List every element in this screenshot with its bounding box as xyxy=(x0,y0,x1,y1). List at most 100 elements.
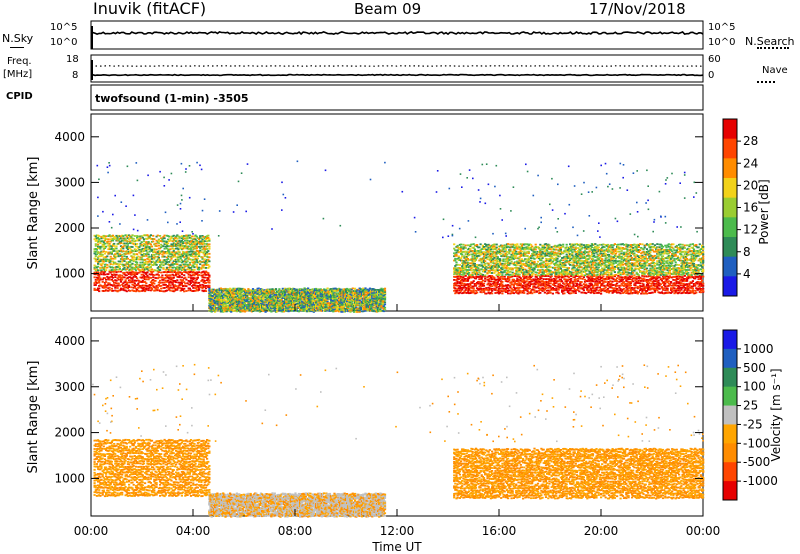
echo-cell xyxy=(137,279,140,282)
echo-cell xyxy=(215,309,218,312)
echo-cell xyxy=(493,272,496,274)
echo-cell xyxy=(319,288,322,291)
echo-cell xyxy=(264,300,267,303)
echo-cell xyxy=(247,302,250,304)
echo-cell xyxy=(343,289,346,292)
echo-cell xyxy=(262,310,265,312)
echo-cell xyxy=(249,302,252,305)
echo-cell xyxy=(216,309,219,311)
echo-cell xyxy=(348,299,351,302)
cpid-text: twofsound (1-min) -3505 xyxy=(95,92,249,105)
echo-cell xyxy=(133,267,136,269)
echo-cell xyxy=(192,246,195,249)
echo-cell xyxy=(139,264,142,267)
echo-cell xyxy=(504,287,507,290)
echo-cell xyxy=(172,242,175,245)
echo-cell xyxy=(226,293,229,296)
echo-cell xyxy=(164,283,167,286)
echo-cell xyxy=(502,253,505,256)
echo-cell xyxy=(189,274,193,277)
echo-cell xyxy=(198,289,201,291)
echo-cell xyxy=(150,254,154,256)
echo-cell xyxy=(218,297,221,299)
echo-cell xyxy=(271,293,274,296)
echo-cell xyxy=(189,258,193,261)
echo-cell xyxy=(234,309,237,312)
echo-cell xyxy=(328,304,331,307)
echo-cell xyxy=(187,248,190,251)
echo-cell xyxy=(363,296,366,299)
echo-cell xyxy=(315,296,318,299)
echo-cell xyxy=(146,245,149,248)
echo-cell xyxy=(129,261,132,263)
echo-cell xyxy=(107,253,110,255)
echo-cell xyxy=(463,279,466,282)
echo-cell xyxy=(208,245,211,248)
echo-cell xyxy=(132,255,135,258)
echo-cell xyxy=(176,263,179,266)
echo-cell xyxy=(177,269,180,272)
echo-cell xyxy=(134,290,138,293)
echo-cell xyxy=(462,269,465,272)
echo-cell xyxy=(207,243,210,246)
noise-strip-frame xyxy=(90,20,704,50)
echo-cell xyxy=(307,291,310,293)
echo-cell xyxy=(108,278,111,281)
echo-cell xyxy=(122,242,125,245)
echo-cell xyxy=(192,253,195,255)
echo-cell xyxy=(371,300,374,303)
echo-cell xyxy=(458,271,461,274)
echo-cell xyxy=(168,266,171,269)
echo-cell xyxy=(153,282,156,285)
echo-cell xyxy=(167,286,170,289)
echo-cell xyxy=(315,290,318,293)
echo-cell xyxy=(148,273,151,276)
echo-cell xyxy=(180,240,183,242)
echo-cell xyxy=(189,241,193,243)
echo-cell xyxy=(164,290,167,292)
echo-cell xyxy=(247,288,250,290)
echo-cell xyxy=(485,248,488,251)
echo-cell xyxy=(279,304,282,307)
echo-cell xyxy=(505,259,509,262)
echo-cell xyxy=(203,243,206,245)
echo-cell xyxy=(378,290,381,293)
echo-cell xyxy=(249,296,252,299)
echo-cell xyxy=(317,288,320,291)
echo-cell xyxy=(218,303,221,306)
echo-cell xyxy=(351,293,354,295)
echo-cell xyxy=(97,252,100,255)
echo-cell xyxy=(281,301,284,304)
echo-cell xyxy=(312,294,315,297)
echo-cell xyxy=(458,269,461,272)
echo-cell xyxy=(494,255,497,257)
echo-cell xyxy=(133,282,136,285)
echo-cell xyxy=(165,281,168,283)
echo-cell xyxy=(305,301,308,304)
echo-cell xyxy=(476,287,479,290)
echo-cell xyxy=(225,293,228,295)
echo-cell xyxy=(227,306,230,308)
echo-cell xyxy=(499,278,502,280)
echo-cell xyxy=(142,240,146,243)
echo-cell xyxy=(382,297,385,299)
echo-cell xyxy=(149,266,152,268)
echo-cell xyxy=(176,247,179,250)
echo-cell xyxy=(461,246,464,249)
echo-cell xyxy=(163,290,166,293)
echo-cell xyxy=(119,287,123,290)
echo-cell xyxy=(454,287,457,290)
echo-cell xyxy=(206,253,209,256)
echo-cell xyxy=(193,252,196,255)
echo-cell xyxy=(216,297,219,299)
echo-cell xyxy=(312,305,315,308)
echo-cell xyxy=(196,268,199,271)
echo-cell xyxy=(148,269,151,272)
echo-cell xyxy=(97,269,100,272)
echo-cell xyxy=(464,244,467,247)
echo-cell xyxy=(131,283,134,286)
echo-cell xyxy=(177,276,180,278)
echo-cell xyxy=(293,310,296,312)
echo-cell xyxy=(380,291,383,293)
echo-cell xyxy=(141,279,144,282)
